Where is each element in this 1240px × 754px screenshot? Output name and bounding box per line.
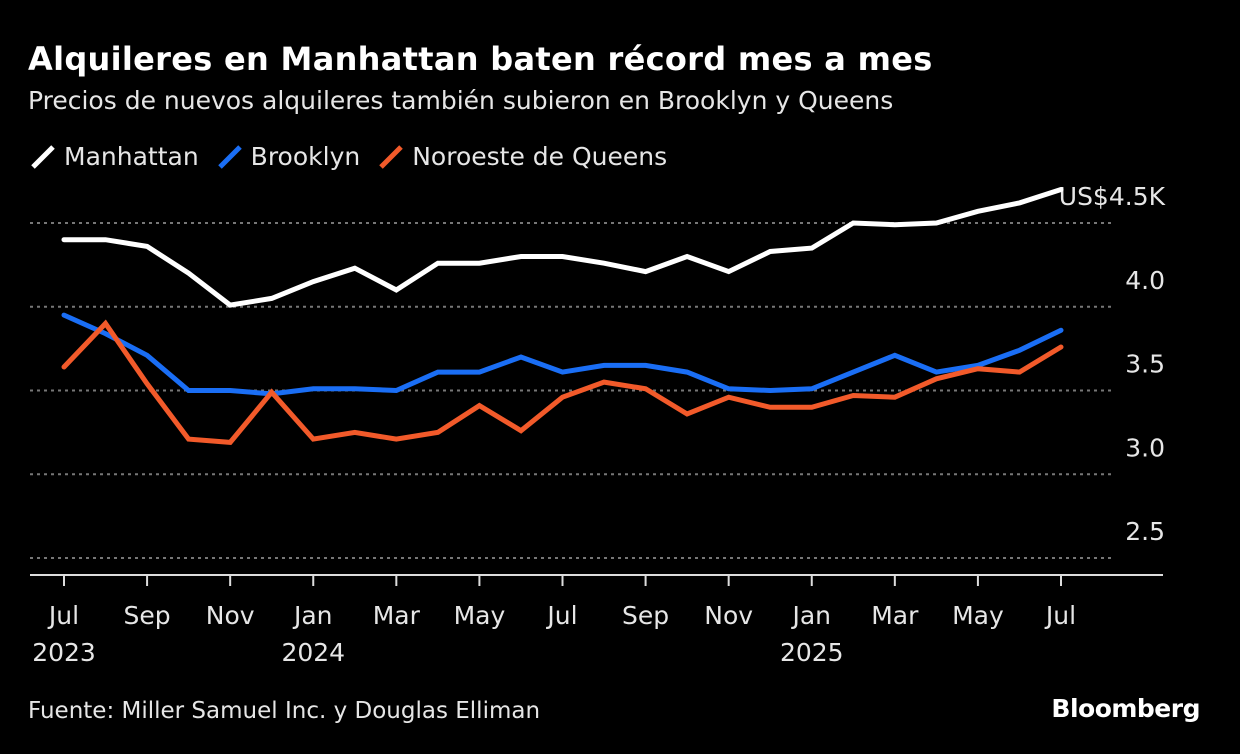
series-line-manhattan xyxy=(61,187,1064,308)
x-tick-label: Jan xyxy=(292,601,333,630)
legend: Manhattan Brooklyn Noroeste de Queens xyxy=(30,142,667,171)
x-tick-label: May xyxy=(454,601,506,630)
x-tick-year: 2025 xyxy=(780,638,844,667)
bloomberg-logo: Bloomberg xyxy=(1051,694,1200,723)
legend-swatch-brooklyn xyxy=(217,144,242,169)
series-line-brooklyn xyxy=(61,312,1064,397)
y-tick-label: 4.0 xyxy=(1125,266,1165,295)
legend-label-queens: Noroeste de Queens xyxy=(412,142,668,171)
x-tick-label: Mar xyxy=(871,601,919,630)
x-tick-label: Nov xyxy=(704,601,753,630)
legend-label-brooklyn: Brooklyn xyxy=(250,142,361,171)
y-tick-label: 2.5 xyxy=(1125,517,1165,546)
x-tick-label: Jul xyxy=(47,601,79,630)
y-tick-label: 3.5 xyxy=(1125,350,1165,379)
x-tick-label: Sep xyxy=(124,601,171,630)
legend-item-manhattan: Manhattan xyxy=(30,142,199,171)
series-line-noroeste-de-queens xyxy=(61,319,1064,445)
x-tick-label: Sep xyxy=(622,601,669,630)
x-tick-label: Jan xyxy=(790,601,831,630)
legend-item-queens: Noroeste de Queens xyxy=(378,142,667,171)
legend-item-brooklyn: Brooklyn xyxy=(217,142,361,171)
source-note: Fuente: Miller Samuel Inc. y Douglas Ell… xyxy=(28,698,541,724)
legend-swatch-manhattan xyxy=(31,144,55,169)
legend-label-manhattan: Manhattan xyxy=(64,142,199,171)
legend-swatch-queens xyxy=(379,144,403,169)
x-tick-label: Jul xyxy=(1044,601,1076,630)
x-tick-year: 2024 xyxy=(281,638,345,667)
x-tick-label: Jul xyxy=(545,601,577,630)
chart-subtitle: Precios de nuevos alquileres también sub… xyxy=(28,86,894,115)
y-tick-label: US$4.5K xyxy=(1059,182,1166,211)
y-tick-label: 3.0 xyxy=(1125,433,1165,462)
x-tick-year: 2023 xyxy=(32,638,96,667)
x-tick-label: May xyxy=(952,601,1004,630)
chart-title: Alquileres en Manhattan baten récord mes… xyxy=(28,40,933,78)
x-tick-label: Mar xyxy=(373,601,421,630)
x-tick-label: Nov xyxy=(206,601,255,630)
